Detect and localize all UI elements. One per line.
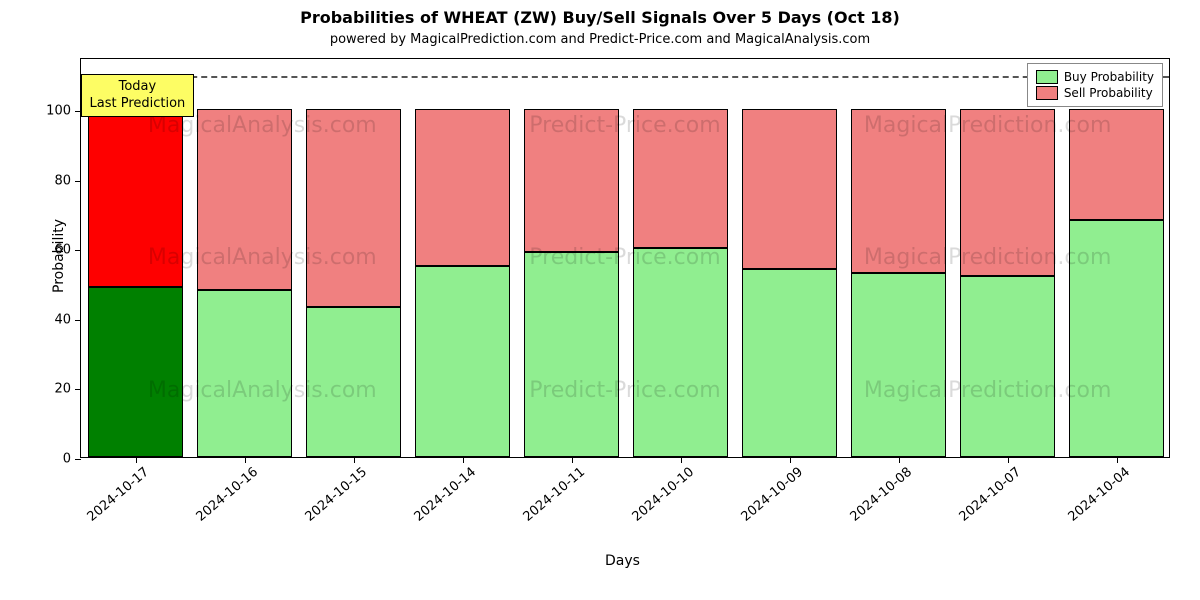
buy-bar [197,290,292,457]
legend-label: Buy Probability [1064,70,1154,84]
bar-group [306,57,401,457]
sell-bar [197,109,292,290]
buy-bar [306,307,401,457]
legend-item: Buy Probability [1036,69,1154,85]
x-axis-label: Days [605,553,640,569]
x-tick-label: 2024-10-09 [732,457,806,525]
buy-bar [1069,220,1164,457]
x-tick-label: 2024-10-17 [78,457,152,525]
annotation-line: Today [90,79,186,95]
buy-bar [524,252,619,457]
sell-bar [88,109,183,286]
bar-group [415,57,510,457]
sell-bar [633,109,728,248]
x-tick-label: 2024-10-04 [1059,457,1133,525]
sell-bar [415,109,510,266]
today-annotation: TodayLast Prediction [81,74,195,117]
chart-subtitle: powered by MagicalPrediction.com and Pre… [0,32,1200,47]
y-tick-label: 0 [63,452,81,467]
legend: Buy Probability Sell Probability [1027,63,1163,107]
buy-bar [415,266,510,457]
sell-bar [524,109,619,252]
figure: Probabilities of WHEAT (ZW) Buy/Sell Sig… [0,0,1200,600]
annotation-line: Last Prediction [90,96,186,112]
buy-bar [851,273,946,457]
y-tick-label: 100 [46,104,81,119]
y-tick-label: 20 [54,382,81,397]
sell-bar [1069,109,1164,220]
x-tick-label: 2024-10-08 [841,457,915,525]
x-tick-label: 2024-10-11 [514,457,588,525]
buy-bar [633,248,728,457]
x-tick-label: 2024-10-14 [405,457,479,525]
sell-bar [306,109,401,307]
sell-bar [960,109,1055,276]
bar-group [960,57,1055,457]
bar-group [1069,57,1164,457]
y-tick-label: 40 [54,312,81,327]
bar-group [88,57,183,457]
sell-bar [851,109,946,272]
bar-group [742,57,837,457]
buy-bar [742,269,837,457]
sell-bar [742,109,837,269]
x-tick-label: 2024-10-10 [623,457,697,525]
x-tick-label: 2024-10-07 [950,457,1024,525]
legend-swatch [1036,70,1058,84]
x-tick-label: 2024-10-15 [296,457,370,525]
buy-bar [88,287,183,457]
legend-label: Sell Probability [1064,86,1153,100]
bar-group [197,57,292,457]
x-tick-label: 2024-10-16 [187,457,261,525]
buy-bar [960,276,1055,457]
chart-title: Probabilities of WHEAT (ZW) Buy/Sell Sig… [0,8,1200,27]
bar-group [524,57,619,457]
plot-area: MagicalAnalysis.comPredict-Price.comMagi… [80,58,1170,458]
y-tick-label: 80 [54,173,81,188]
bar-group [851,57,946,457]
legend-item: Sell Probability [1036,85,1154,101]
y-axis-label: Probability [51,219,67,293]
bar-group [633,57,728,457]
legend-swatch [1036,86,1058,100]
